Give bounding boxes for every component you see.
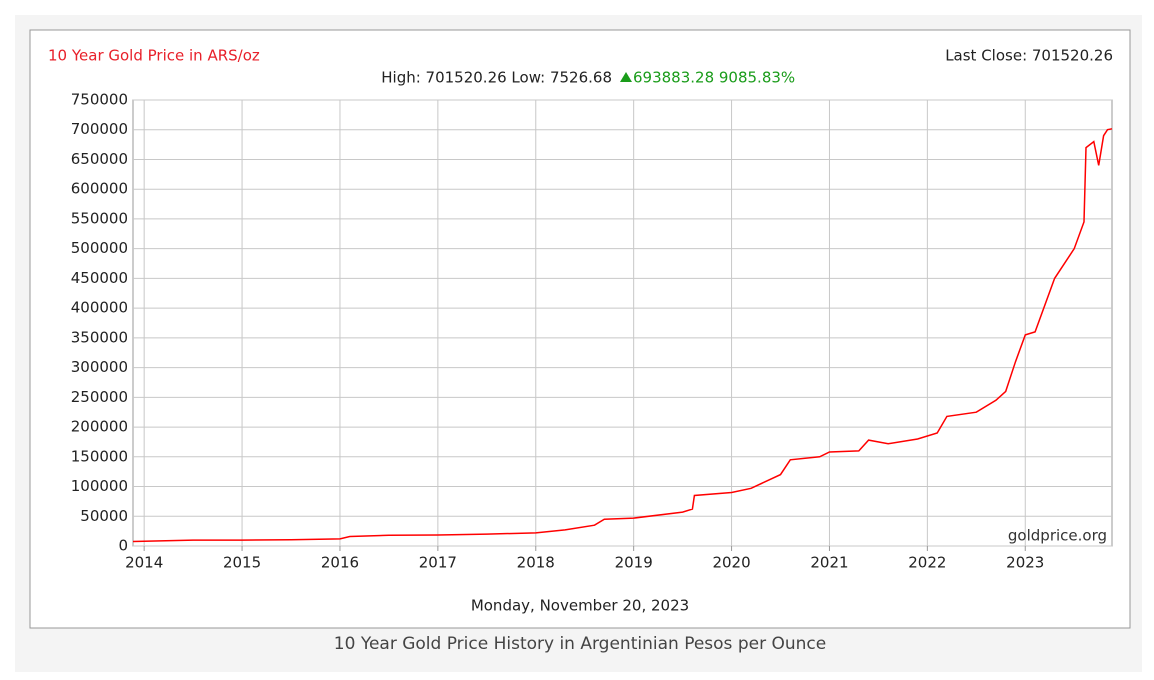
watermark: goldprice.org [1008, 527, 1107, 545]
y-tick-label: 0 [118, 537, 128, 555]
x-tick-label: 2017 [419, 554, 457, 572]
y-tick-label: 400000 [71, 299, 128, 317]
x-tick-label: 2021 [810, 554, 848, 572]
y-tick-label: 550000 [71, 209, 128, 227]
y-tick-label: 250000 [71, 388, 128, 406]
chart-title: 10 Year Gold Price in ARS/oz [48, 47, 260, 65]
y-tick-label: 300000 [71, 358, 128, 376]
y-tick-label: 200000 [71, 418, 128, 436]
last-close: Last Close: 701520.26 [945, 47, 1113, 65]
stats: High: 701520.26 Low: 7526.68 [381, 69, 612, 87]
x-tick-label: 2022 [908, 554, 946, 572]
x-tick-label: 2020 [712, 554, 750, 572]
x-tick-label: 2023 [1006, 554, 1044, 572]
x-tick-label: 2019 [615, 554, 653, 572]
y-tick-label: 50000 [80, 507, 128, 525]
x-tick-label: 2018 [517, 554, 555, 572]
y-tick-label: 650000 [71, 150, 128, 168]
y-tick-label: 700000 [71, 120, 128, 138]
plot-area [132, 99, 1113, 547]
x-tick-label: 2016 [321, 554, 359, 572]
change: 693883.28 9085.83% [633, 69, 795, 87]
y-tick-label: 450000 [71, 269, 128, 287]
y-tick-label: 600000 [71, 180, 128, 198]
y-tick-label: 150000 [71, 447, 128, 465]
x-tick-label: 2014 [125, 554, 163, 572]
up-arrow [620, 72, 632, 82]
caption: 10 Year Gold Price History in Argentinia… [334, 634, 826, 654]
x-tick-label: 2015 [223, 554, 261, 572]
y-tick-label: 100000 [71, 477, 128, 495]
y-tick-label: 500000 [71, 239, 128, 257]
date: Monday, November 20, 2023 [471, 597, 689, 615]
y-tick-label: 350000 [71, 328, 128, 346]
y-tick-label: 750000 [71, 91, 128, 109]
price-line [132, 128, 1113, 543]
